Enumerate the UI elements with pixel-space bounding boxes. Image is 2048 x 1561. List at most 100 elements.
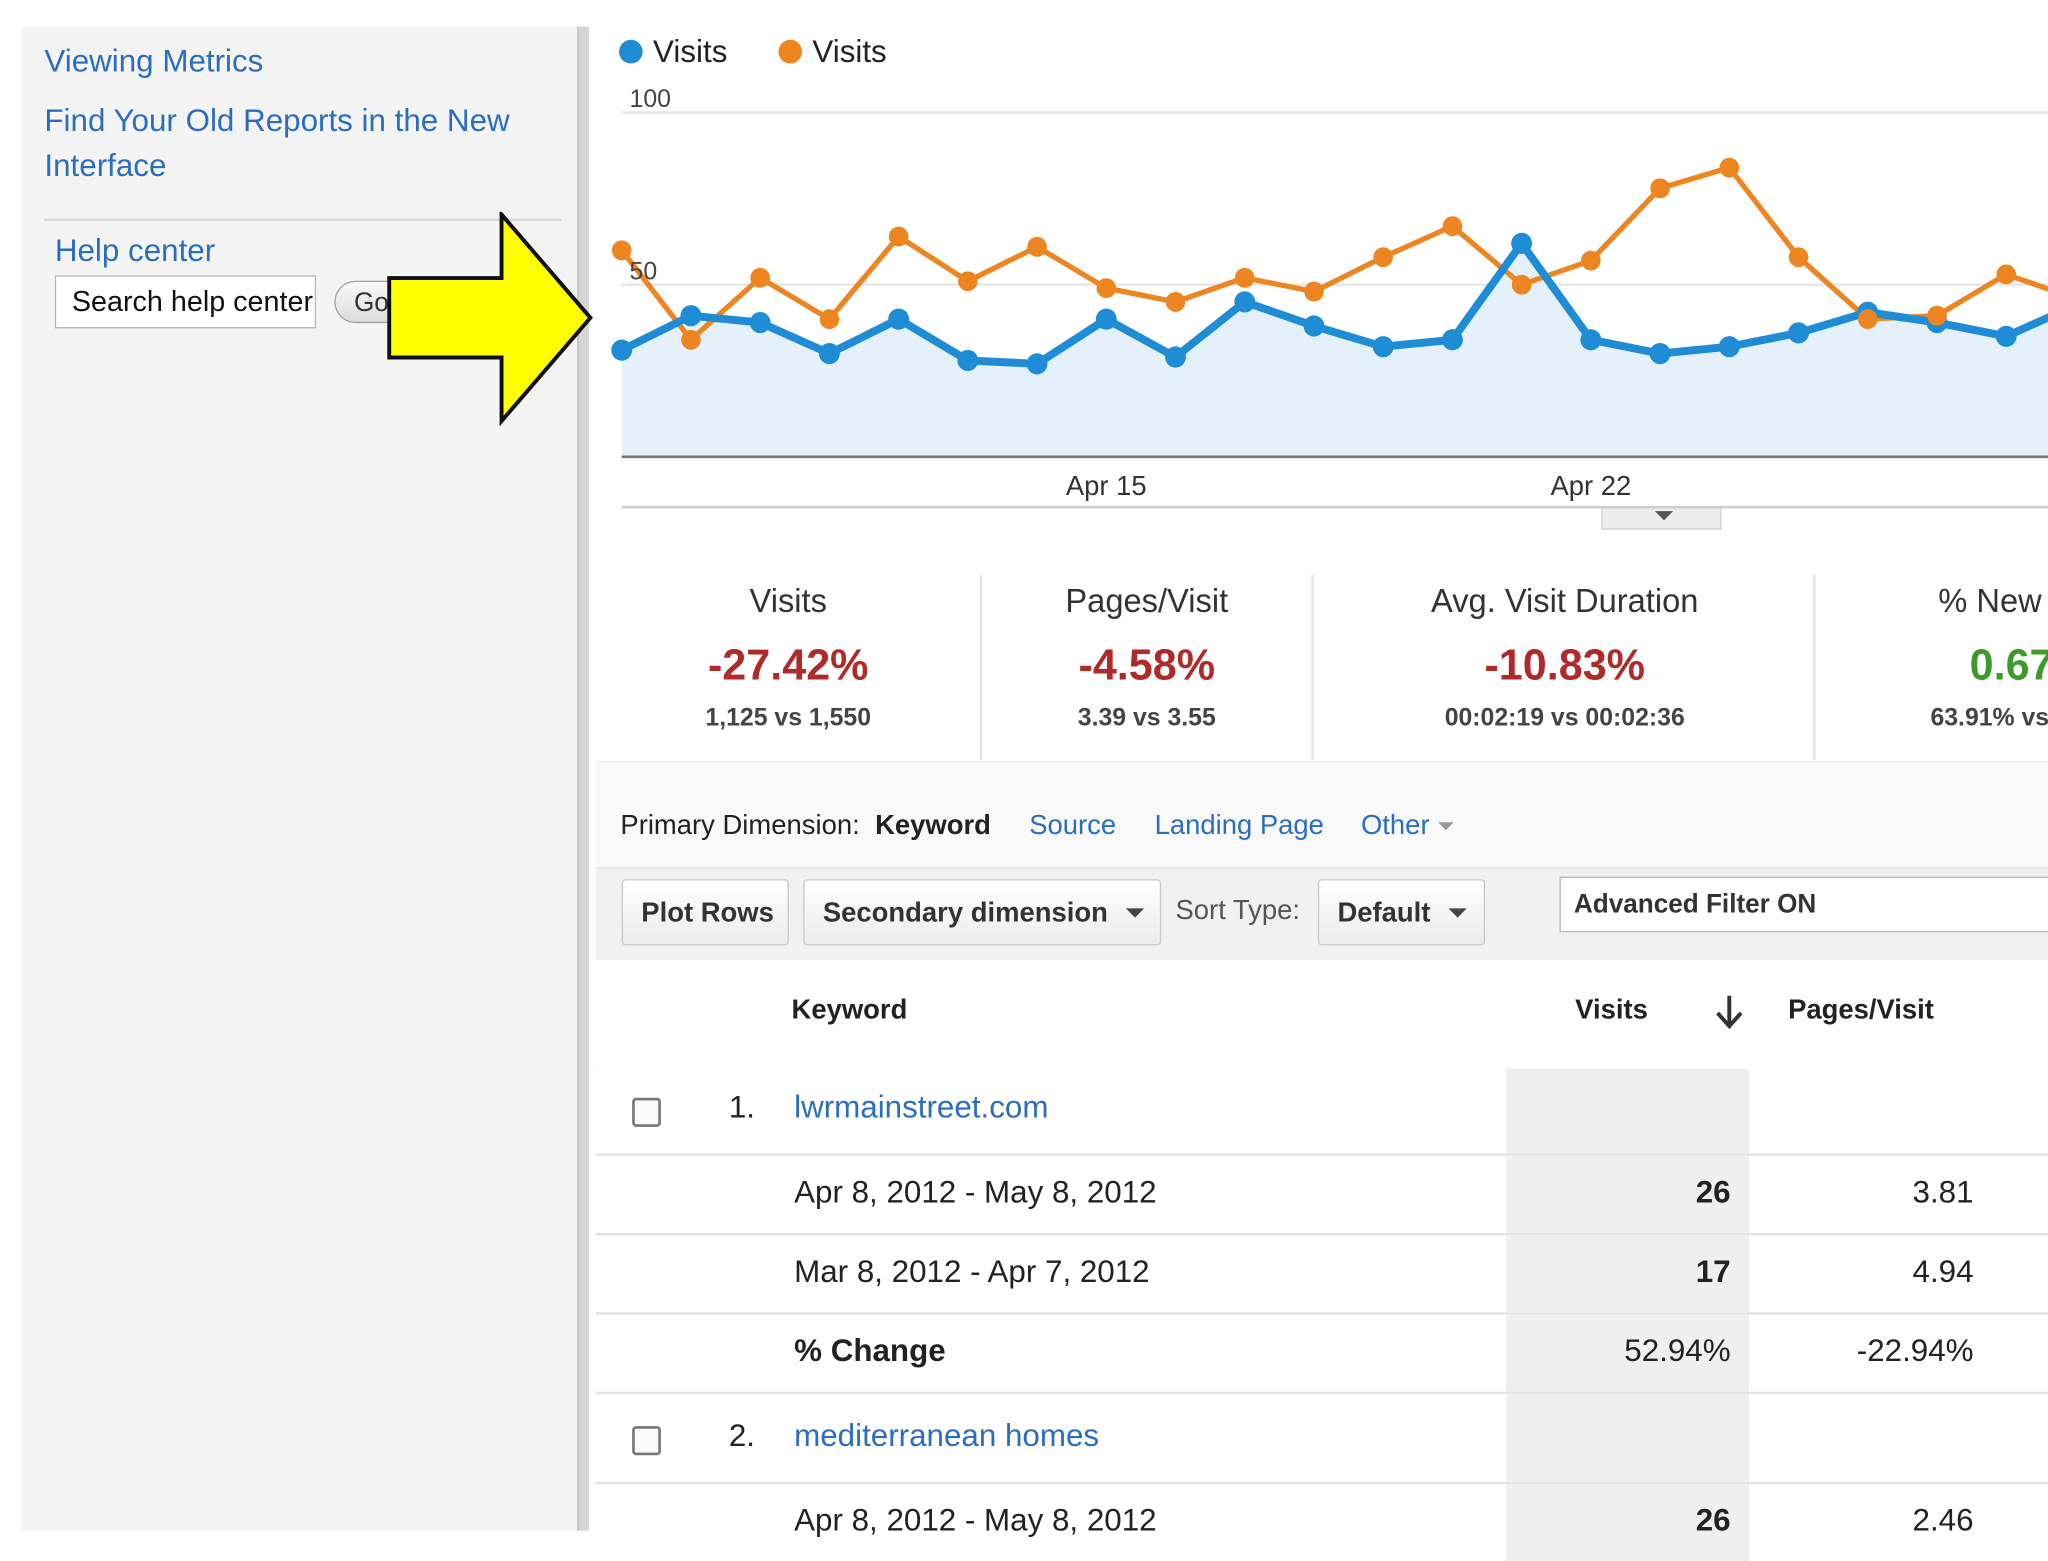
series-line: [619, 239, 2048, 368]
metric-pages-visit: Pages/Visit -4.58% 3.39 vs 3.55: [982, 569, 1311, 754]
visits-value: 17: [1695, 1253, 1731, 1290]
dimension-source-link[interactable]: Source: [1029, 810, 1117, 841]
data-point: [750, 267, 770, 288]
visits-col-bg: [1505, 1394, 1749, 1482]
row-number: 1.: [728, 1089, 755, 1126]
data-point: [888, 308, 910, 330]
data-point: [680, 305, 702, 327]
visits-col-bg: [1505, 1155, 1749, 1233]
keyword-link[interactable]: mediterranean homes: [794, 1418, 1100, 1454]
data-point: [958, 271, 978, 292]
row-checkbox[interactable]: [632, 1426, 661, 1456]
metric-label: Visits: [749, 582, 827, 620]
data-point: [1442, 216, 1463, 237]
legend-dot-blue-icon: [619, 39, 643, 64]
sort-type-dropdown[interactable]: Default: [1317, 879, 1486, 946]
data-point: [1511, 274, 1532, 295]
data-point: [1303, 315, 1325, 337]
legend-dot-orange-icon: [778, 39, 802, 64]
visits-value: 26: [1695, 1502, 1731, 1539]
data-point: [1441, 329, 1463, 351]
metric-compare: 3.39 vs 3.55: [1077, 704, 1216, 733]
chevron-down-icon: [1437, 822, 1454, 831]
row-checkbox[interactable]: [632, 1097, 661, 1127]
table-row: 1. lwrmainstreet.com: [595, 1068, 2048, 1156]
y-tick-label: 50: [630, 257, 658, 285]
metric-avg-duration: Avg. Visit Duration -10.83% 00:02:19 vs …: [1314, 569, 1816, 754]
dimension-other-link[interactable]: Other: [1360, 810, 1454, 842]
metric-divider: [1311, 574, 1314, 761]
metric-label: Avg. Visit Duration: [1431, 582, 1699, 620]
secondary-dimension-dropdown[interactable]: Secondary dimension: [803, 879, 1162, 946]
metric-value: 0.67: [1969, 639, 2048, 689]
table-header: Keyword Visits Pages/Visit: [595, 960, 2048, 1072]
data-point: [818, 342, 840, 365]
data-point: [1372, 336, 1394, 358]
legend-label: Visits: [812, 34, 887, 71]
primary-dimension-label: Primary Dimension:: [620, 810, 860, 841]
sort-descending-arrow-icon[interactable]: [1712, 992, 1746, 1032]
col-header-keyword[interactable]: Keyword: [791, 994, 908, 1025]
data-point: [1234, 291, 1256, 313]
metric-divider: [979, 574, 983, 761]
x-tick-label: Apr 15: [1066, 470, 1147, 501]
caret-down-icon: [1654, 511, 1674, 521]
data-point: [1927, 305, 1947, 326]
data-point: [681, 329, 701, 350]
table-row: Apr 8, 2012 - May 8, 2012 26 3.81: [595, 1155, 2048, 1236]
table-toolbar: Plot Rows Secondary dimension Sort Type:…: [595, 867, 2048, 963]
chevron-down-icon: [1126, 908, 1145, 918]
dimension-landing-page-link[interactable]: Landing Page: [1154, 810, 1324, 841]
table-row: % Change 52.94% -22.94%: [595, 1314, 2048, 1395]
data-point: [611, 339, 633, 361]
data-point: [1511, 232, 1533, 254]
link-find-old-reports[interactable]: Find Your Old Reports in the New: [44, 103, 510, 140]
metric-new-visits: % New 0.67 63.91% vs: [1816, 569, 2048, 754]
metric-visits: Visits -27.42% 1,125 vs 1,550: [596, 569, 981, 754]
keyword-link[interactable]: lwrmainstreet.com: [794, 1089, 1049, 1126]
data-point: [1996, 264, 2016, 285]
data-point: [1995, 325, 2017, 347]
link-find-old-reports-cont[interactable]: Interface: [44, 148, 167, 185]
data-point: [1096, 278, 1117, 299]
legend-item-1[interactable]: Visits: [619, 34, 727, 71]
chevron-down-icon: [1448, 908, 1468, 918]
help-search-input[interactable]: Search help center: [54, 275, 317, 329]
table-row: Apr 8, 2012 - May 8, 2012 26 2.46: [595, 1484, 2048, 1561]
metric-divider: [1812, 574, 1816, 761]
data-point: [819, 309, 840, 330]
data-point: [1719, 157, 1740, 178]
data-point: [1581, 250, 1601, 271]
pages-visit-value: 3.81: [1912, 1174, 1974, 1211]
link-viewing-metrics[interactable]: Viewing Metrics: [44, 43, 264, 80]
data-point: [1095, 308, 1117, 330]
metrics-summary: Visits -27.42% 1,125 vs 1,550 Pages/Visi…: [596, 569, 2048, 761]
visits-col-bg: [1505, 1314, 1749, 1392]
sort-type-label: Sort Type:: [1175, 895, 1301, 926]
chart-collapse-tab[interactable]: [1601, 508, 1722, 530]
metric-label: % New: [1938, 582, 2042, 620]
row-number: 2.: [728, 1418, 755, 1454]
pane-divider[interactable]: [577, 26, 590, 1531]
pages-visit-value: 4.94: [1912, 1253, 1974, 1290]
col-header-visits[interactable]: Visits: [1575, 994, 1648, 1025]
metric-compare: 1,125 vs 1,550: [705, 704, 872, 733]
metric-value: -27.42%: [707, 639, 869, 689]
pages-visit-value: 2.46: [1912, 1502, 1974, 1539]
help-center-title[interactable]: Help center: [54, 233, 216, 269]
data-point: [1788, 247, 1809, 268]
dimension-other-label: Other: [1360, 810, 1430, 841]
dimension-keyword[interactable]: Keyword: [875, 810, 991, 841]
data-point: [1026, 353, 1048, 375]
sort-type-value: Default: [1337, 897, 1431, 929]
plot-rows-button[interactable]: Plot Rows: [621, 879, 789, 946]
data-point: [1650, 178, 1670, 199]
data-point: [1304, 281, 1324, 302]
col-header-pages-visit[interactable]: Pages/Visit: [1788, 994, 1934, 1025]
pages-visit-change-value: -22.94%: [1856, 1333, 1974, 1370]
legend-item-2[interactable]: Visits: [778, 34, 887, 71]
date-range-label: Mar 8, 2012 - Apr 7, 2012: [794, 1253, 1150, 1290]
advanced-filter-field[interactable]: Advanced Filter ON: [1559, 876, 2048, 933]
